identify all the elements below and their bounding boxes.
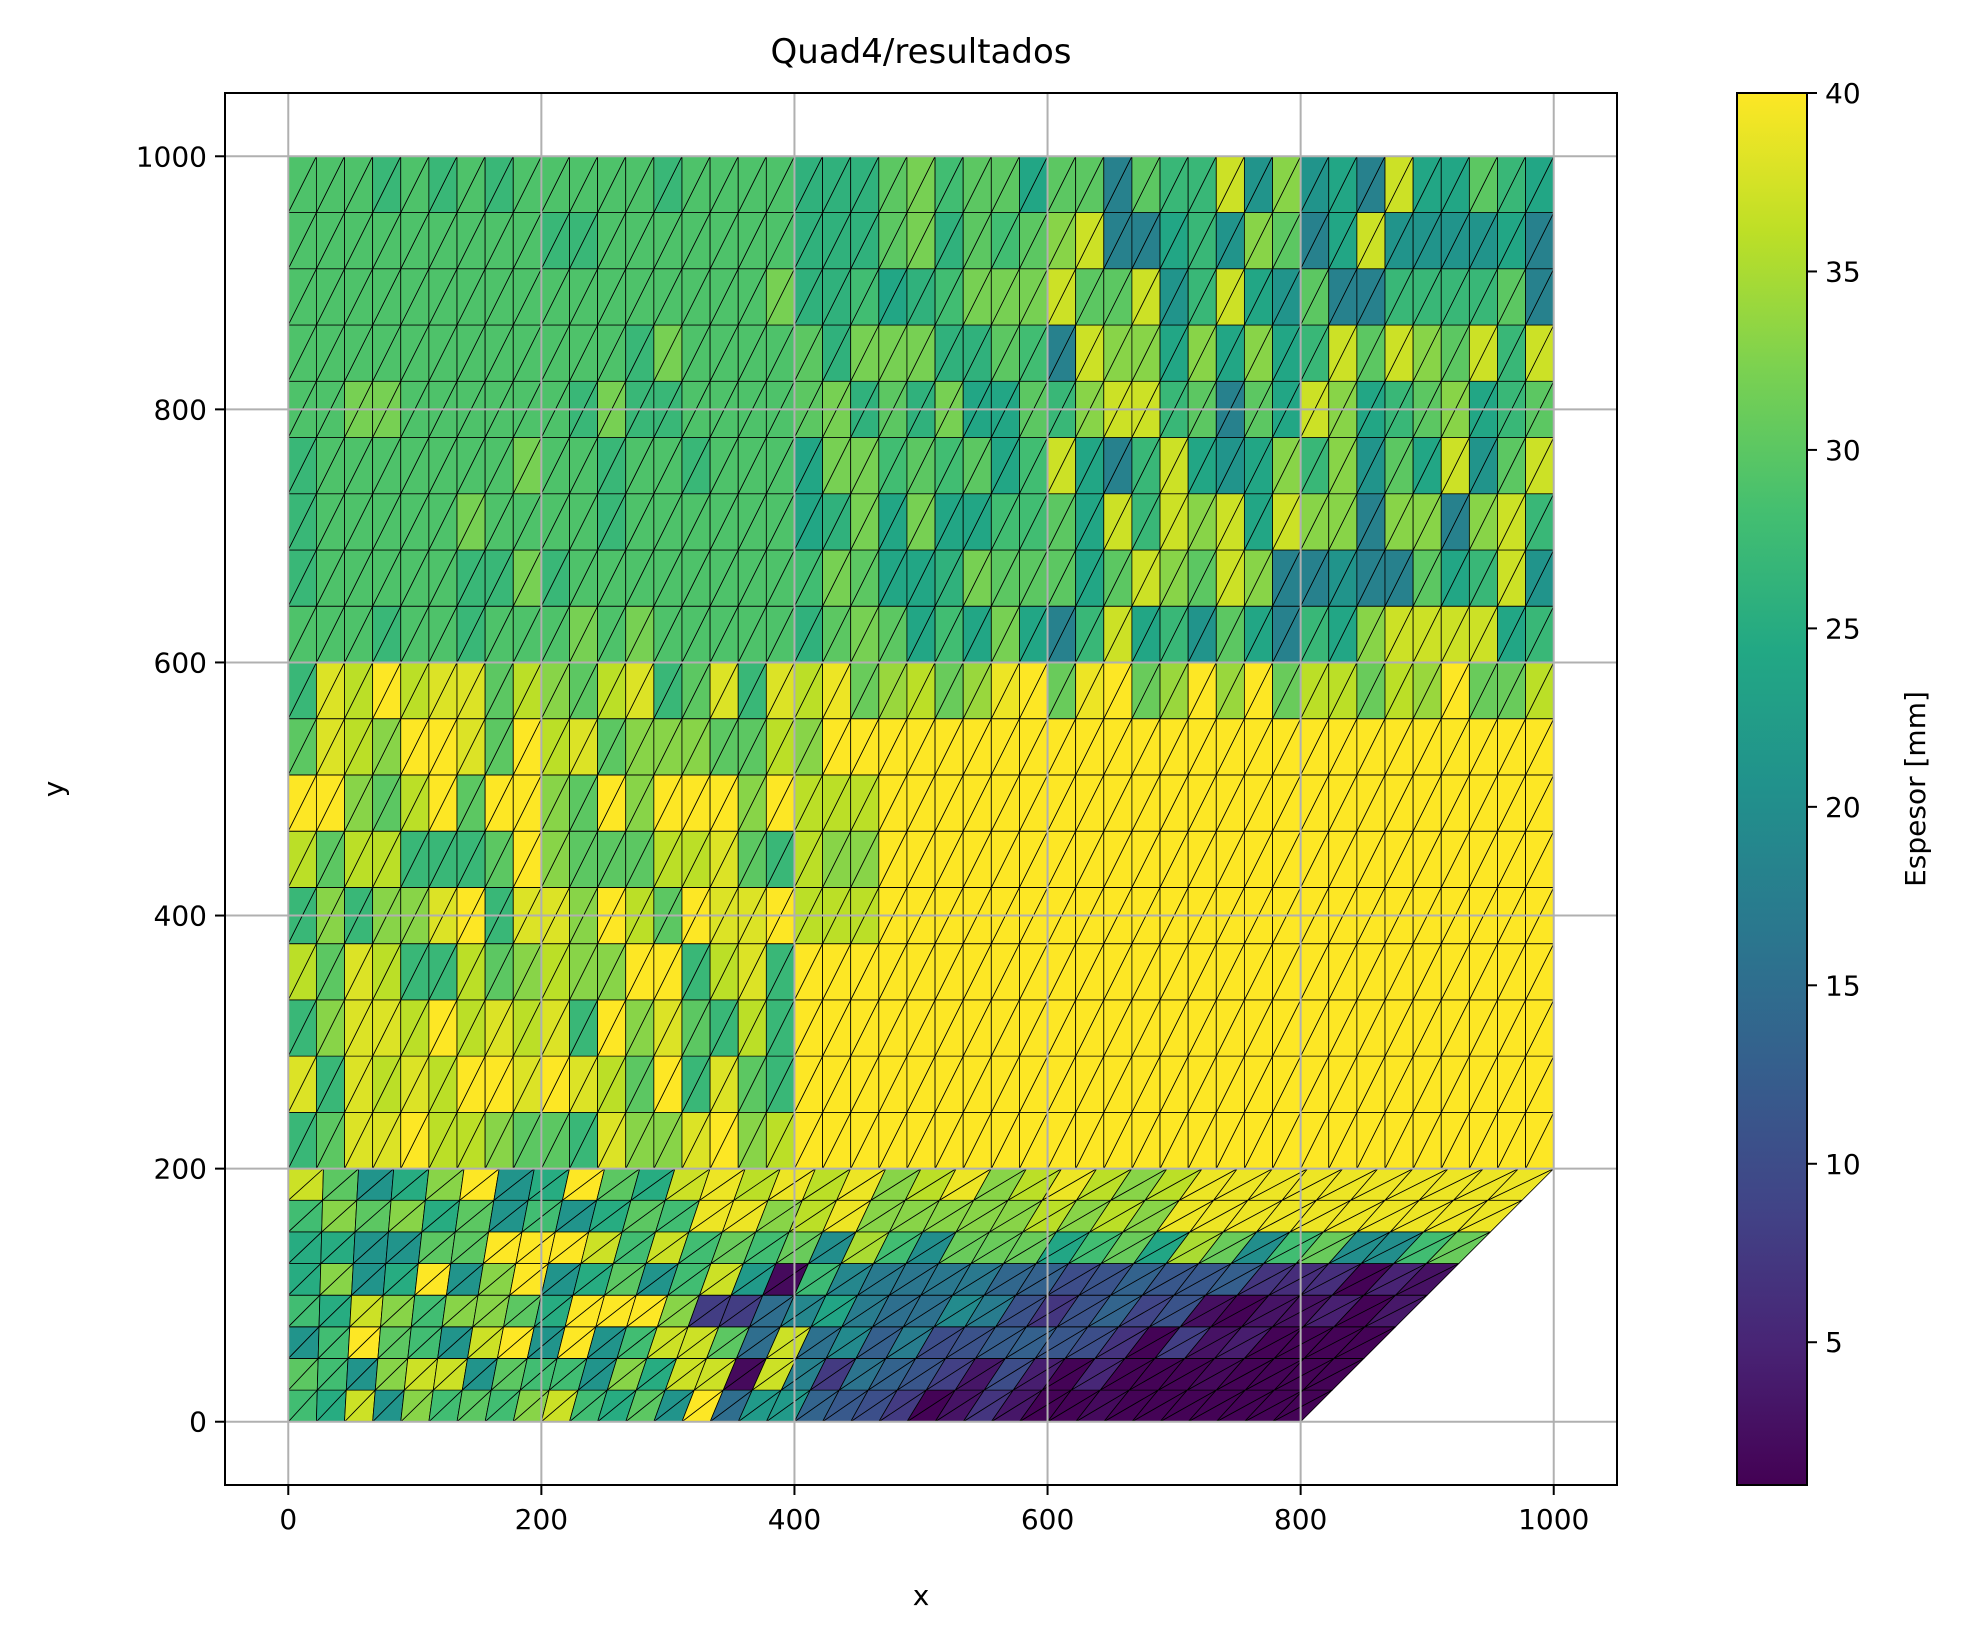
x-tick-label: 200 bbox=[515, 1503, 568, 1536]
colorbar-frame bbox=[1736, 92, 1808, 1486]
colorbar-tick-label: 5 bbox=[1825, 1326, 1843, 1359]
chart-title: Quad4/resultados bbox=[771, 32, 1072, 72]
colorbar-tick-label: 15 bbox=[1825, 969, 1861, 1002]
x-axis-label: x bbox=[913, 1579, 930, 1612]
x-tick-label: 800 bbox=[1274, 1503, 1327, 1536]
x-tick-label: 0 bbox=[279, 1503, 297, 1536]
y-tick-label: 400 bbox=[154, 900, 207, 933]
colorbar-tick-label: 25 bbox=[1825, 612, 1861, 645]
colorbar-tick-label: 35 bbox=[1825, 255, 1861, 288]
grid-layer bbox=[225, 93, 1617, 1485]
x-tick-label: 1000 bbox=[1518, 1503, 1589, 1536]
y-tick-label: 600 bbox=[154, 646, 207, 679]
y-axis-label: y bbox=[37, 781, 70, 798]
y-tick-label: 200 bbox=[154, 1153, 207, 1186]
x-axis-ticks: 0 200 400 600 800 1000 bbox=[279, 1485, 1589, 1536]
colorbar: 5 10 15 20 25 30 35 40 Espesor [mm] bbox=[1736, 77, 1932, 1486]
y-tick-label: 800 bbox=[154, 393, 207, 426]
colorbar-tick-label: 10 bbox=[1825, 1148, 1861, 1181]
x-tick-label: 400 bbox=[768, 1503, 821, 1536]
colorbar-gradient bbox=[1737, 93, 1807, 1485]
colorbar-label: Espesor [mm] bbox=[1899, 691, 1932, 887]
colorbar-tick-label: 20 bbox=[1825, 791, 1861, 824]
plot-area: 0 200 400 600 800 1000 0 200 400 600 800 1000 bbox=[136, 92, 1618, 1536]
y-tick-label: 0 bbox=[189, 1406, 207, 1439]
mesh-layer bbox=[287, 155, 1555, 1423]
colorbar-ticks: 5 10 15 20 25 30 35 40 bbox=[1807, 77, 1861, 1359]
plot-frame bbox=[224, 92, 1618, 1486]
x-tick-label: 600 bbox=[1021, 1503, 1074, 1536]
colorbar-tick-label: 40 bbox=[1825, 77, 1861, 110]
y-axis-ticks: 0 200 400 600 800 1000 bbox=[136, 140, 225, 1439]
y-tick-label: 1000 bbox=[136, 140, 207, 173]
colorbar-tick-label: 30 bbox=[1825, 434, 1861, 467]
